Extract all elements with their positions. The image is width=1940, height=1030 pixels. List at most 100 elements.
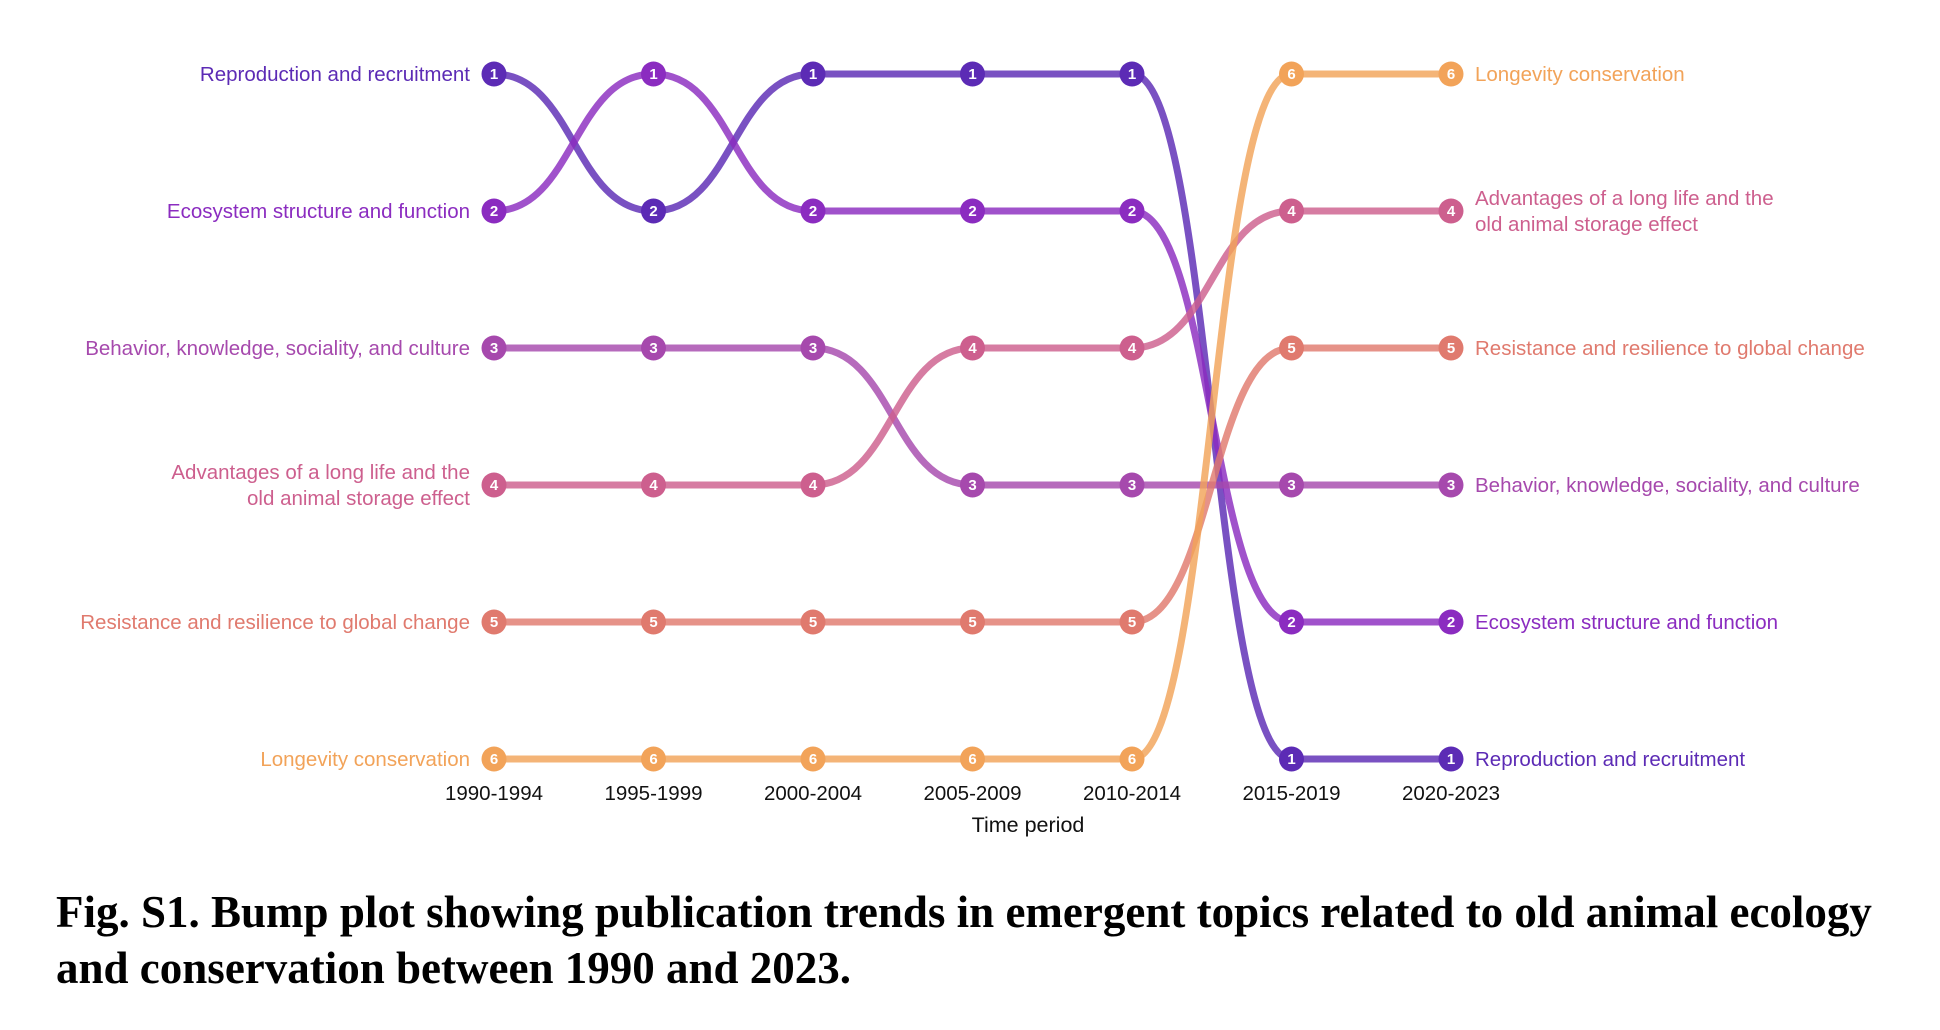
rank-node-label: 6: [1447, 66, 1455, 83]
rank-node-circle: [960, 609, 985, 635]
rank-node-label: 4: [1287, 203, 1296, 220]
rank-node-resistance-and-resilience-to-global-change: 5: [960, 609, 985, 635]
rank-node-ecosystem-structure-and-function: 2: [960, 198, 985, 224]
rank-node-circle: [641, 472, 666, 498]
rank-node-label: 6: [490, 751, 498, 768]
rank-node-circle: [1438, 746, 1464, 772]
left-label-longevity-conservation: Longevity conservation: [260, 748, 470, 771]
left-label-advantages-of-a-long-life-and-the-old-animal-storage-effect: Advantages of a long life and the old ani…: [171, 461, 470, 510]
rank-node-label: 5: [1447, 340, 1455, 357]
left-label-line: Ecosystem structure and function: [167, 200, 470, 223]
right-label-behavior-knowledge-sociality-and-culture: Behavior, knowledge, sociality, and cult…: [1475, 474, 1860, 497]
rank-node-circle: [641, 746, 666, 772]
rank-node-circle: [1279, 335, 1304, 361]
bump-chart: 1 2 1 1 1 1 1 2 1 2 2 2 2 2 3 3 3 3 3 3 3 4 4 4 4 4 4 4 5 5 5 5 5 5 5 6 6 6 6 6…: [80, 61, 1865, 837]
rank-node-ecosystem-structure-and-function: 2: [1119, 198, 1145, 224]
rank-node-circle: [1279, 609, 1304, 635]
rank-node-label: 4: [490, 477, 499, 494]
rank-node-circle: [960, 198, 985, 224]
rank-node-behavior-knowledge-sociality-and-culture: 3: [1438, 472, 1464, 498]
rank-node-advantages-of-a-long-life-and-the-old-animal-storage-effect: 4: [1438, 198, 1464, 224]
rank-node-label: 4: [1447, 203, 1456, 220]
rank-node-label: 3: [1128, 477, 1136, 494]
rank-node-label: 6: [968, 751, 976, 768]
left-label-line: Longevity conservation: [260, 748, 470, 771]
rank-node-resistance-and-resilience-to-global-change: 5: [1438, 335, 1464, 361]
rank-node-label: 5: [968, 614, 976, 631]
rank-node-ecosystem-structure-and-function: 1: [641, 61, 666, 87]
rank-node-circle: [481, 335, 507, 361]
rank-node-behavior-knowledge-sociality-and-culture: 3: [1119, 472, 1145, 498]
right-label-longevity-conservation: Longevity conservation: [1475, 63, 1685, 86]
rank-node-reproduction-and-recruitment: 1: [1438, 746, 1464, 772]
rank-node-label: 1: [809, 66, 817, 83]
rank-node-circle: [1438, 198, 1464, 224]
rank-node-longevity-conservation: 6: [1279, 61, 1304, 87]
right-label-line: old animal storage effect: [1475, 213, 1698, 236]
rank-node-label: 1: [490, 66, 498, 83]
rank-node-circle: [1119, 61, 1145, 87]
rank-node-circle: [481, 746, 507, 772]
rank-node-label: 1: [649, 66, 657, 83]
rank-node-longevity-conservation: 6: [1119, 746, 1145, 772]
right-label-line: Ecosystem structure and function: [1475, 611, 1778, 634]
rank-node-ecosystem-structure-and-function: 2: [800, 198, 826, 224]
series-labels: Reproduction and recruitment Ecosystem st…: [80, 63, 1865, 771]
rank-node-advantages-of-a-long-life-and-the-old-animal-storage-effect: 4: [960, 335, 985, 361]
rank-node-reproduction-and-recruitment: 1: [800, 61, 826, 87]
x-tick-label: 2020-2023: [1402, 782, 1500, 805]
rank-node-label: 2: [490, 203, 498, 220]
rank-node-advantages-of-a-long-life-and-the-old-animal-storage-effect: 4: [641, 472, 666, 498]
rank-node-label: 6: [1128, 751, 1136, 768]
rank-node-behavior-knowledge-sociality-and-culture: 3: [641, 335, 666, 361]
rank-node-label: 4: [809, 477, 818, 494]
left-label-line: Behavior, knowledge, sociality, and cult…: [85, 337, 470, 360]
rank-node-resistance-and-resilience-to-global-change: 5: [1119, 609, 1145, 635]
rank-node-reproduction-and-recruitment: 1: [1279, 746, 1304, 772]
rank-node-circle: [1119, 198, 1145, 224]
rank-node-label: 3: [1447, 477, 1455, 494]
x-tick-label: 1990-1994: [445, 782, 543, 805]
left-label-behavior-knowledge-sociality-and-culture: Behavior, knowledge, sociality, and cult…: [85, 337, 470, 360]
rank-node-ecosystem-structure-and-function: 2: [1279, 609, 1304, 635]
rank-node-circle: [800, 335, 826, 361]
right-label-ecosystem-structure-and-function: Ecosystem structure and function: [1475, 611, 1778, 634]
right-label-line: Resistance and resilience to global chan…: [1475, 337, 1865, 360]
rank-node-circle: [1119, 472, 1145, 498]
rank-node-label: 4: [1128, 340, 1137, 357]
rank-node-circle: [800, 746, 826, 772]
rank-node-circle: [1279, 198, 1304, 224]
rank-node-label: 2: [968, 203, 976, 220]
series-line-behavior-knowledge-sociality-and-culture: [490, 344, 1455, 489]
rank-node-circle: [960, 746, 985, 772]
rank-node-circle: [960, 472, 985, 498]
rank-node-circle: [1438, 335, 1464, 361]
rank-node-circle: [1279, 472, 1304, 498]
rank-node-circle: [641, 61, 666, 87]
right-label-line: Reproduction and recruitment: [1475, 748, 1745, 771]
left-label-line: Advantages of a long life and the: [171, 461, 470, 484]
left-label-line: old animal storage effect: [247, 487, 470, 510]
rank-node-circle: [1119, 746, 1145, 772]
rank-node-circle: [481, 472, 507, 498]
rank-node-reproduction-and-recruitment: 2: [641, 198, 666, 224]
rank-node-longevity-conservation: 6: [800, 746, 826, 772]
rank-node-circle: [481, 198, 507, 224]
rank-node-circle: [1438, 609, 1464, 635]
series-lines: [490, 70, 1455, 763]
rank-node-circle: [960, 335, 985, 361]
x-tick-label: 2015-2019: [1242, 782, 1340, 805]
right-label-reproduction-and-recruitment: Reproduction and recruitment: [1475, 748, 1745, 771]
rank-node-label: 5: [649, 614, 657, 631]
x-axis-ticks: 1990-1994 1995-1999 2000-2004 2005-2009 2010…: [445, 782, 1500, 805]
rank-node-label: 3: [968, 477, 976, 494]
rank-node-label: 5: [1287, 340, 1295, 357]
rank-node-label: 4: [649, 477, 658, 494]
rank-node-circle: [1438, 61, 1464, 87]
rank-node-label: 2: [1287, 614, 1295, 631]
rank-nodes: 1 2 1 1 1 1 1 2 1 2 2 2 2 2 3 3 3 3 3 3 3 4 4 4 4 4 4 4 5 5 5 5 5 5 5 6 6 6 6 6…: [481, 61, 1464, 772]
x-tick-label: 2000-2004: [764, 782, 862, 805]
rank-node-longevity-conservation: 6: [1438, 61, 1464, 87]
rank-node-circle: [800, 198, 826, 224]
